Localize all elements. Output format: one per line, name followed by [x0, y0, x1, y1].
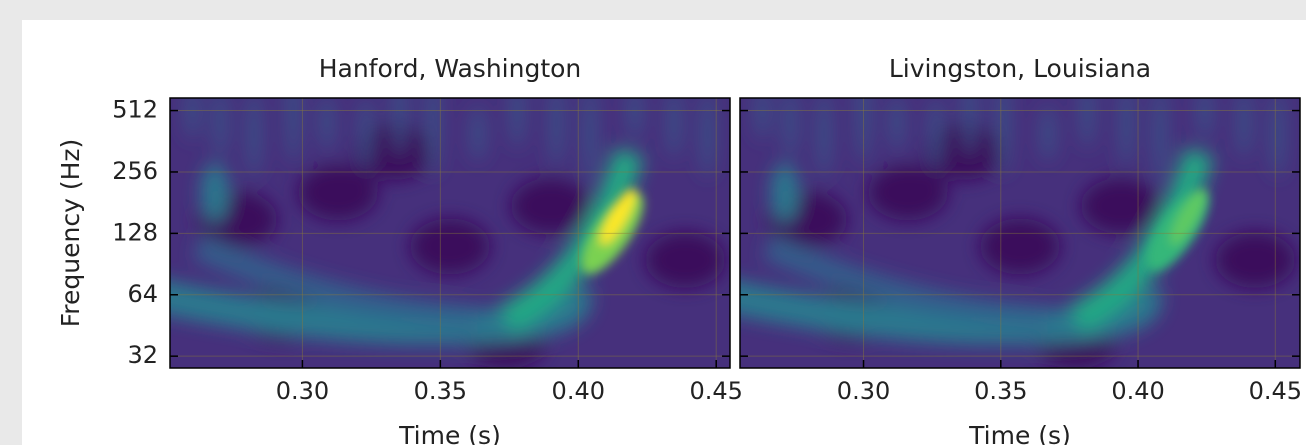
y-tick-label: 512	[112, 96, 158, 124]
chart-title: Hanford, Washington	[319, 54, 582, 83]
y-tick-label: 64	[127, 280, 158, 308]
spectrogram	[170, 98, 730, 368]
x-tick-label: 0.30	[837, 377, 890, 405]
x-tick-label: 0.35	[414, 377, 467, 405]
x-axis-label: Time (s)	[968, 421, 1071, 445]
spectrogram	[740, 98, 1300, 368]
x-tick-label: 0.35	[974, 377, 1027, 405]
chart-title: Livingston, Louisiana	[889, 54, 1151, 83]
y-tick-label: 32	[127, 341, 158, 369]
x-tick-label: 0.30	[276, 377, 329, 405]
y-tick-label: 256	[112, 157, 158, 185]
x-tick-label: 0.40	[1111, 377, 1164, 405]
x-tick-label: 0.45	[689, 377, 742, 405]
plot-frame	[739, 97, 1301, 369]
x-tick-label: 0.40	[552, 377, 605, 405]
x-axis-label: Time (s)	[398, 421, 501, 445]
plot-frame	[169, 97, 731, 369]
y-tick-label: 128	[112, 218, 158, 246]
x-tick-label: 0.45	[1249, 377, 1302, 405]
y-axis-label: Frequency (Hz)	[56, 139, 85, 328]
